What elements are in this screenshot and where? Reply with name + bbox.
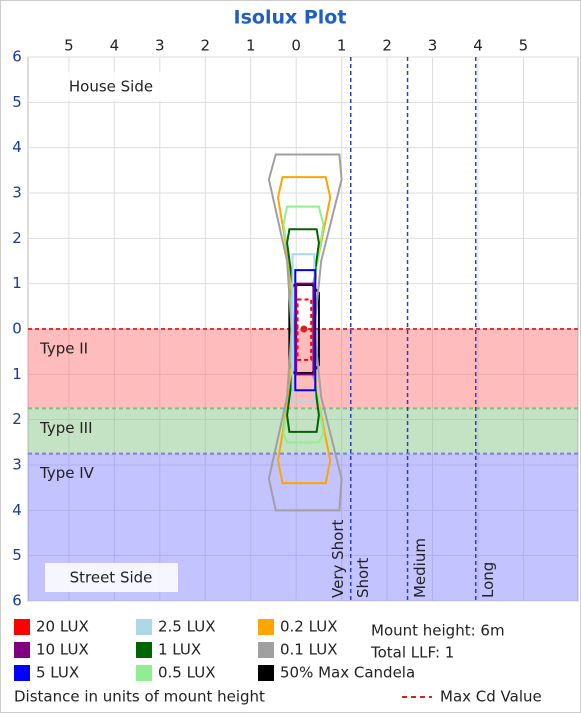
y-tick-label: 5: [12, 93, 22, 111]
x-tick-label: 5: [519, 37, 529, 55]
y-tick-label: 5: [12, 546, 22, 564]
y-tick-label: 2: [12, 410, 22, 428]
legend-swatch: [136, 619, 152, 635]
y-tick-label: 3: [12, 456, 22, 474]
x-tick-label: 2: [200, 37, 210, 55]
y-tick-label: 1: [12, 274, 22, 292]
legend-label: 2.5 LUX: [158, 618, 216, 636]
y-tick-label: 2: [12, 229, 22, 247]
legend-swatch: [136, 642, 152, 658]
legend-swatch: [14, 665, 30, 681]
x-tick-label: 1: [246, 37, 256, 55]
legend-label: 0.2 LUX: [280, 618, 338, 636]
band-label: Type III: [39, 419, 93, 437]
band-label: Type II: [39, 340, 88, 358]
x-tick-label: 4: [110, 37, 120, 55]
note: Total LLF: 1: [370, 644, 454, 662]
note: Mount height: 6m: [371, 622, 505, 640]
distance-label: Long: [479, 562, 497, 598]
distance-label: Medium: [411, 538, 429, 598]
x-tick-label: 4: [473, 37, 483, 55]
band-label: Type IV: [39, 464, 95, 482]
y-tick-label: 1: [12, 365, 22, 383]
x-tick-label: 3: [155, 37, 165, 55]
y-tick-label: 6: [12, 592, 22, 610]
legend-swatch: [258, 619, 274, 635]
side-label: Street Side: [70, 569, 153, 587]
y-tick-label: 6: [12, 48, 22, 66]
legend-label: 0.1 LUX: [280, 641, 338, 659]
legend-label: Max Cd Value: [440, 688, 542, 706]
legend-swatch: [258, 665, 274, 681]
legend-label: 5 LUX: [36, 664, 79, 682]
y-tick-label: 4: [12, 138, 22, 156]
legend-swatch: [136, 665, 152, 681]
legend-label: 1 LUX: [158, 641, 201, 659]
isolux-contour: [295, 282, 315, 376]
y-tick-label: 3: [12, 184, 22, 202]
chart-title: Isolux Plot: [234, 7, 347, 29]
legend-swatch: [14, 619, 30, 635]
y-tick-label: 4: [12, 501, 22, 519]
x-tick-label: 0: [291, 37, 301, 55]
legend-swatch: [258, 642, 274, 658]
side-label: House Side: [69, 78, 153, 96]
isolux-contour: [267, 153, 343, 512]
x-tick-label: 2: [382, 37, 392, 55]
legend-label: 0.5 LUX: [158, 664, 216, 682]
distance-label: Short: [354, 558, 372, 598]
side-label-box: [45, 72, 178, 101]
legend-swatch: [14, 642, 30, 658]
legend-label: 10 LUX: [36, 641, 89, 659]
max-cd-point: [300, 325, 308, 333]
side-label-box: [45, 563, 178, 592]
legend-label: 50% Max Candela: [280, 664, 415, 682]
band: [28, 329, 578, 409]
legend-label: 20 LUX: [36, 618, 89, 636]
isolux-contour: [296, 298, 313, 361]
x-tick-label: 5: [64, 37, 74, 55]
x-tick-label: 3: [428, 37, 438, 55]
distance-label: Very Short: [329, 519, 347, 598]
y-tick-label: 0: [12, 320, 22, 338]
x-tick-label: 1: [337, 37, 347, 55]
footer: Distance in units of mount height: [14, 688, 265, 706]
isolux-contour: [291, 253, 316, 403]
